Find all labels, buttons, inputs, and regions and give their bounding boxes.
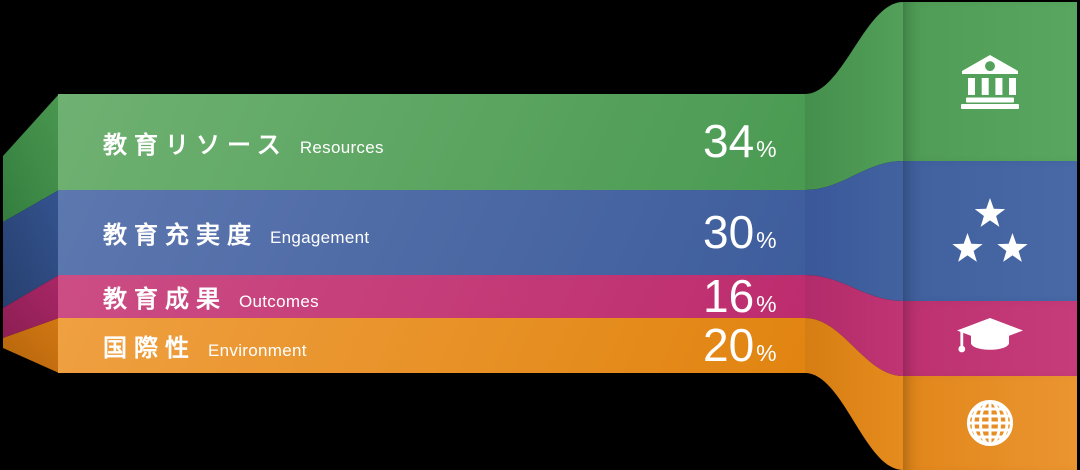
column-section-outcomes [903, 301, 1077, 376]
label-jp: 教育成果 [103, 286, 227, 313]
stars-icon [952, 197, 1028, 262]
connector-green [805, 2, 903, 190]
institution-icon [961, 54, 1019, 109]
fold-orange [3, 318, 59, 373]
globe-icon [967, 400, 1013, 446]
percent-environment: 20 % [703, 322, 777, 368]
percent-sign: % [756, 339, 777, 366]
ribbon-connectors [805, 2, 903, 470]
fold-blue [3, 190, 59, 308]
fold-green [3, 94, 59, 222]
column-section-engagement [903, 161, 1077, 301]
band-outcomes: 教育成果 Outcomes 16 % [58, 273, 805, 319]
label-jp: 教育充実度 [103, 222, 258, 249]
ribbon-left-fold [3, 94, 59, 373]
percent-sign: % [756, 226, 777, 253]
connector-pink [805, 275, 903, 376]
graduation-cap-icon [957, 317, 1023, 352]
connector-orange [805, 318, 903, 470]
percent-value: 16 [703, 269, 755, 322]
percent-value: 20 [703, 318, 755, 371]
label-en: Outcomes [239, 292, 319, 311]
percent-value: 30 [703, 205, 755, 258]
label-en: Engagement [270, 228, 370, 247]
label-en: Environment [208, 341, 307, 360]
band-resources: 教育リソース Resources 34 % [58, 94, 805, 190]
band-resources-label: 教育リソース Resources [58, 125, 384, 160]
column-section-resources [903, 2, 1077, 161]
label-jp: 国際性 [103, 335, 196, 362]
column-section-environment [903, 376, 1077, 470]
percent-outcomes: 16 % [703, 273, 777, 319]
label-jp: 教育リソース [103, 131, 288, 159]
percent-engagement: 30 % [703, 209, 777, 255]
band-environment: 国際性 Environment 20 % [58, 318, 805, 373]
connector-blue [805, 161, 903, 301]
percent-sign: % [756, 136, 777, 163]
percent-sign: % [756, 290, 777, 317]
percent-resources: 34 % [703, 118, 777, 164]
percent-value: 34 [703, 115, 755, 168]
band-engagement-label: 教育充実度 Engagement [58, 215, 369, 250]
band-engagement: 教育充実度 Engagement 30 % [58, 190, 805, 275]
fold-pink [3, 275, 59, 338]
band-environment-label: 国際性 Environment [58, 328, 307, 363]
band-outcomes-label: 教育成果 Outcomes [58, 279, 319, 314]
label-en: Resources [299, 137, 384, 157]
